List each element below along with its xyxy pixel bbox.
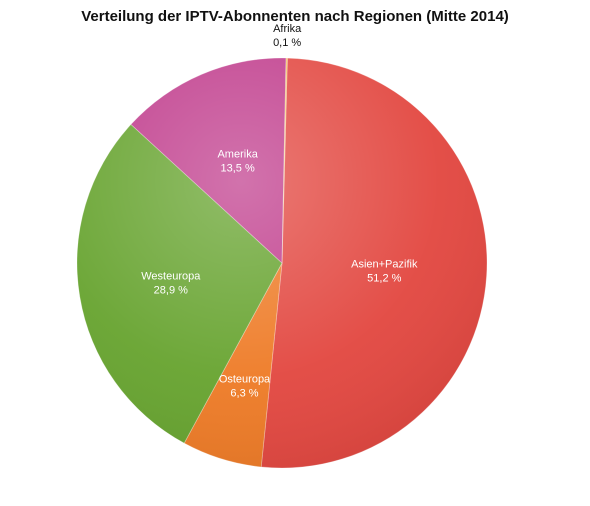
slice-label-asien-pazifik: Asien+Pazifik 51,2 % xyxy=(351,259,418,285)
chart-title: Verteilung der IPTV-Abonnenten nach Regi… xyxy=(81,8,509,25)
slice-name-osteuropa: Osteuropa xyxy=(219,373,271,385)
slice-label-osteuropa: Osteuropa 6,3 % xyxy=(219,373,271,399)
slice-label-afrika: Afrika 0,1 % xyxy=(273,23,302,49)
slice-label-westeuropa: Westeuropa 28,9 % xyxy=(141,271,201,297)
slice-name-westeuropa: Westeuropa xyxy=(141,271,201,283)
slice-value-asien-pazifik: 51,2 % xyxy=(367,273,401,285)
slice-value-afrika: 0,1 % xyxy=(273,37,301,49)
slice-value-amerika: 13,5 % xyxy=(221,162,255,174)
slice-name-afrika: Afrika xyxy=(273,23,302,35)
slice-name-asien-pazifik: Asien+Pazifik xyxy=(351,259,418,271)
slice-value-osteuropa: 6,3 % xyxy=(230,387,258,399)
slice-name-amerika: Amerika xyxy=(217,148,258,160)
slice-label-amerika: Amerika 13,5 % xyxy=(217,148,258,174)
slice-value-westeuropa: 28,9 % xyxy=(154,285,188,297)
